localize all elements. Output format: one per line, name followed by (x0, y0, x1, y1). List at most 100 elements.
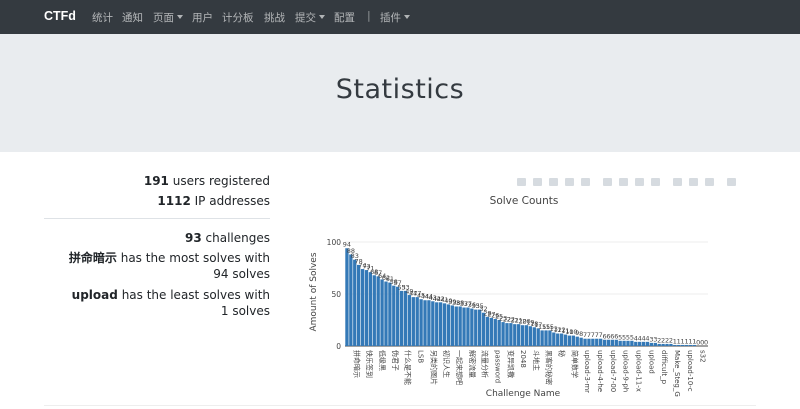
bar[interactable] (645, 341, 650, 346)
nav-item-challenges[interactable]: 挑战 (264, 10, 285, 25)
bar[interactable] (680, 344, 685, 346)
zoom-in-icon[interactable] (603, 178, 612, 186)
plotly-logo-icon[interactable] (727, 178, 736, 186)
bar[interactable] (583, 338, 587, 346)
bar[interactable] (587, 338, 591, 346)
bar[interactable] (485, 316, 490, 346)
nav-item-pages[interactable]: 页面 (153, 10, 183, 25)
bar[interactable] (673, 344, 677, 346)
bar[interactable] (595, 338, 599, 346)
bar[interactable] (399, 290, 404, 346)
bar[interactable] (372, 275, 376, 346)
bar[interactable] (450, 305, 454, 346)
bar[interactable] (532, 327, 536, 346)
bar[interactable] (392, 285, 396, 346)
bar[interactable] (501, 322, 505, 346)
bar[interactable] (661, 343, 665, 346)
bar[interactable] (423, 300, 427, 346)
bar[interactable] (599, 338, 603, 346)
bar[interactable] (520, 325, 525, 346)
bar[interactable] (602, 339, 607, 346)
bar[interactable] (481, 312, 486, 346)
bar[interactable] (567, 335, 572, 346)
bar[interactable] (579, 337, 583, 346)
nav-item-notifications[interactable]: 通知 (122, 10, 143, 25)
bar[interactable] (431, 301, 435, 346)
reset-axes-icon[interactable] (651, 178, 660, 186)
bar[interactable] (548, 330, 552, 346)
bar[interactable] (505, 323, 509, 346)
bar[interactable] (403, 290, 408, 346)
bar[interactable] (540, 330, 544, 346)
bar[interactable] (692, 344, 696, 346)
bar[interactable] (435, 302, 439, 346)
lasso-select-icon[interactable] (581, 178, 590, 186)
bar[interactable] (630, 340, 634, 346)
bar[interactable] (556, 333, 560, 346)
bar[interactable] (606, 339, 611, 346)
bar[interactable] (419, 299, 423, 346)
pan-icon[interactable] (549, 178, 558, 186)
bar[interactable] (470, 308, 474, 346)
bar[interactable] (684, 344, 689, 346)
bar[interactable] (626, 340, 630, 346)
bar[interactable] (591, 338, 595, 346)
bar[interactable] (657, 343, 661, 346)
bar[interactable] (368, 272, 373, 346)
autoscale-icon[interactable] (635, 178, 644, 186)
bar[interactable] (622, 340, 626, 346)
bar[interactable] (388, 282, 392, 346)
bar[interactable] (474, 309, 478, 346)
bar[interactable] (517, 324, 521, 346)
bar[interactable] (638, 341, 642, 346)
nav-item-plugins[interactable]: 插件 (380, 10, 410, 25)
bar[interactable] (345, 248, 349, 346)
nav-item-scoreboard[interactable]: 计分板 (222, 10, 254, 25)
bar[interactable] (407, 295, 412, 346)
bar[interactable] (528, 326, 533, 346)
bar[interactable] (552, 332, 556, 346)
bar[interactable] (357, 264, 361, 346)
bar[interactable] (649, 342, 654, 346)
bar[interactable] (641, 341, 646, 346)
bar[interactable] (489, 317, 494, 346)
nav-item-stats[interactable]: 统计 (92, 10, 113, 25)
bar[interactable] (677, 344, 681, 346)
bar[interactable] (415, 297, 419, 346)
bar[interactable] (411, 297, 415, 346)
bar[interactable] (618, 340, 622, 346)
bar[interactable] (559, 333, 564, 346)
bar[interactable] (384, 281, 388, 346)
bar[interactable] (571, 335, 575, 346)
bar[interactable] (458, 306, 462, 346)
bar[interactable] (438, 302, 443, 346)
nav-item-users[interactable]: 用户 (192, 10, 213, 25)
camera-icon[interactable] (517, 178, 526, 186)
spike-lines-icon[interactable] (673, 178, 682, 186)
bar[interactable] (442, 303, 447, 346)
bar[interactable] (563, 334, 568, 346)
bar[interactable] (376, 276, 380, 346)
bar[interactable] (353, 259, 357, 346)
bar[interactable] (536, 328, 540, 346)
bar[interactable] (653, 342, 657, 346)
bar[interactable] (665, 343, 669, 346)
zoom-icon[interactable] (533, 178, 542, 186)
nav-item-config[interactable]: 配置 (334, 10, 355, 25)
hover-closest-icon[interactable] (689, 178, 698, 186)
bar[interactable] (497, 320, 501, 346)
bar[interactable] (478, 309, 482, 346)
bar[interactable] (493, 318, 497, 346)
bar[interactable] (544, 330, 548, 346)
bar[interactable] (360, 269, 365, 346)
bar[interactable] (509, 323, 513, 346)
brand-logo[interactable]: CTFd (44, 9, 76, 23)
bar[interactable] (688, 344, 693, 346)
bar[interactable] (614, 339, 618, 346)
bar[interactable] (462, 307, 466, 346)
bar[interactable] (427, 300, 431, 346)
box-select-icon[interactable] (565, 178, 574, 186)
hover-compare-icon[interactable] (705, 178, 714, 186)
bar[interactable] (610, 339, 615, 346)
bar[interactable] (349, 254, 353, 346)
